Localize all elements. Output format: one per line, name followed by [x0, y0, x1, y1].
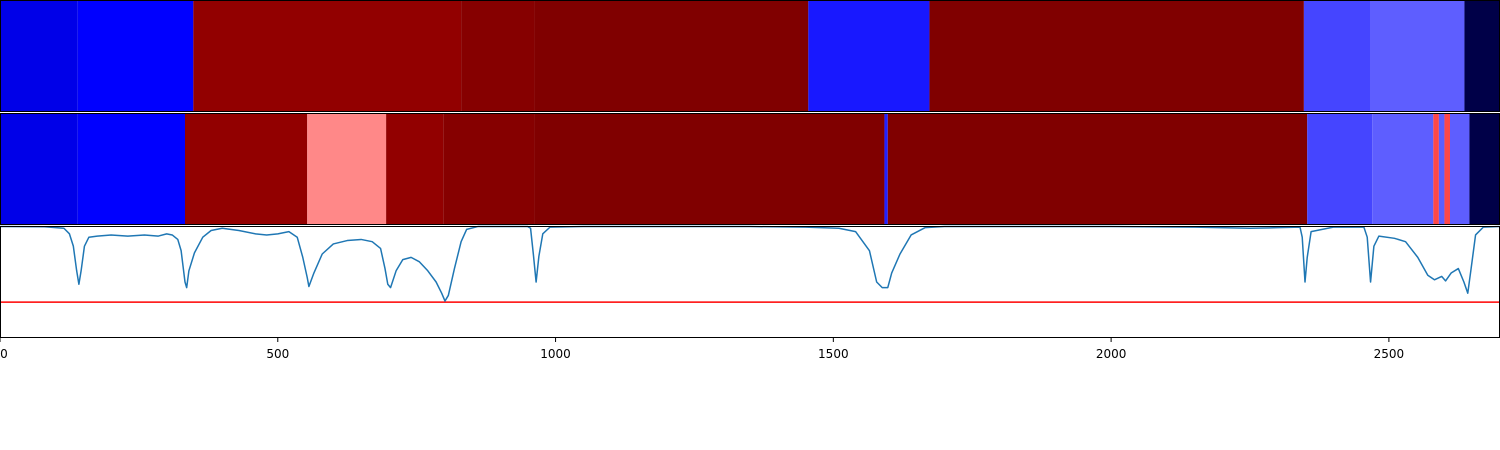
- strip-2-segment-2: [77, 113, 185, 225]
- strip-1-segment-9: [1370, 0, 1465, 112]
- strip-2-segment-5: [386, 113, 444, 225]
- strip-1-segment-3: [193, 0, 462, 112]
- strip-1-segment-8: [1303, 0, 1370, 112]
- x-tick-label-500: 500: [266, 347, 289, 361]
- strip-2-segment-4: [307, 113, 387, 225]
- strip-2-segment-14: [1444, 113, 1450, 225]
- strip-1-segment-10: [1464, 0, 1500, 112]
- strip-1-segment-4: [461, 0, 535, 112]
- strip-2-segment-16: [1469, 113, 1500, 225]
- x-tick-label-2500: 2500: [1374, 347, 1405, 361]
- strip-1-segment-1: [0, 0, 78, 112]
- x-axis: 0 500 1000 1500 2000 2500: [0, 338, 1404, 361]
- strip-2-segment-11: [1372, 113, 1434, 225]
- heatmap-strip-1: [0, 0, 1500, 112]
- signal-line: [0, 225, 1500, 302]
- strip-2-segment-12: [1433, 113, 1439, 225]
- strip-2-segment-9: [887, 113, 1308, 225]
- strip-2-segment-13: [1438, 113, 1445, 225]
- strip-2-segment-15: [1450, 113, 1470, 225]
- heatmap-strip-2: [0, 113, 1500, 225]
- line-panel-background: [0, 226, 1500, 338]
- strip-1-segment-2: [77, 0, 194, 112]
- x-tick-label-1000: 1000: [540, 347, 571, 361]
- strip-1-segment-5: [534, 0, 809, 112]
- line-panel: [0, 225, 1500, 338]
- strip-2-segment-3: [185, 113, 308, 225]
- strip-1-segment-7: [929, 0, 1304, 112]
- strip-2-segment-1: [0, 113, 78, 225]
- x-tick-label-2000: 2000: [1096, 347, 1127, 361]
- x-tick-label-0: 0: [0, 347, 8, 361]
- strip-2-segment-7: [534, 113, 885, 225]
- strip-2-segment-6: [443, 113, 535, 225]
- strip-2-segment-10: [1307, 113, 1373, 225]
- strip-2-segment-8: [884, 113, 888, 225]
- x-tick-label-1500: 1500: [818, 347, 849, 361]
- strip-1-segment-6: [808, 0, 930, 112]
